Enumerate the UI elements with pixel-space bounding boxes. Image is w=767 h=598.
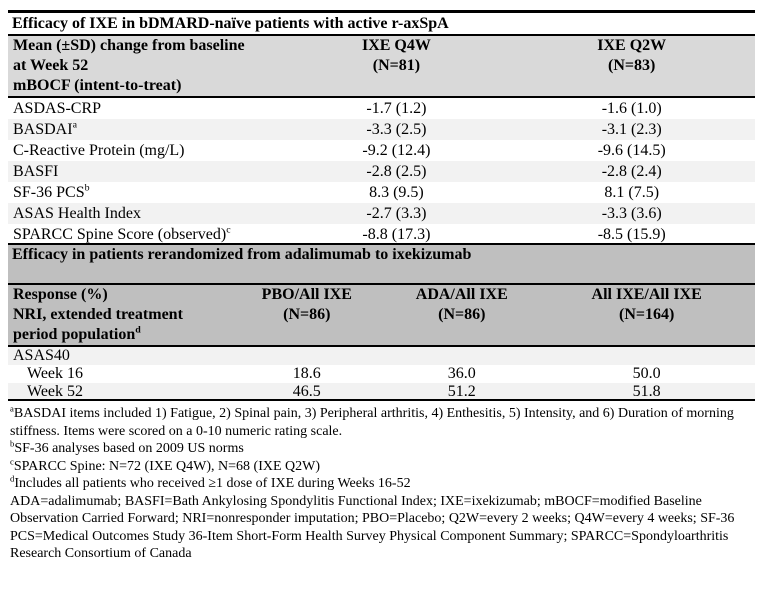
cell-q2w: 8.1 (7.5) [604, 184, 660, 201]
cell-q4w: -8.8 (17.3) [362, 226, 431, 243]
section1-title-row: Efficacy of IXE in bDMARD-naïve patients… [8, 13, 755, 36]
column-header-line: IXE Q4W [361, 37, 431, 54]
cell-ada: 36.0 [447, 365, 476, 382]
header-label-line: period populationd [13, 325, 228, 345]
row-label: Week 52 [27, 383, 84, 400]
cell-q4w: 8.3 (9.5) [369, 184, 424, 201]
header-label-line: Mean (±SD) change from baseline [13, 37, 245, 54]
section2-title: Efficacy in patients rerandomized from a… [12, 246, 472, 263]
row-label: Week 16 [27, 365, 84, 382]
row-label-text: ASAS Health Index [13, 205, 141, 222]
section1-header-col-q4w: IXE Q4W (N=81) [284, 36, 508, 96]
cell-q2w: -8.5 (15.9) [597, 226, 666, 243]
cell-q2w: -9.6 (14.5) [597, 142, 666, 159]
row-label: ASAS Health Index [8, 203, 284, 224]
table-row: BASFI -2.8 (2.5) -2.8 (2.4) [8, 161, 755, 182]
cell-q4w: -3.3 (2.5) [366, 121, 427, 138]
row-label: BASFI [8, 161, 284, 182]
row-label-text: C-Reactive Protein (mg/L) [13, 142, 185, 159]
cell-allixe: 50.0 [632, 365, 661, 382]
table-row: SF-36 PCSb 8.3 (9.5) 8.1 (7.5) [8, 182, 755, 203]
row-label-text: SPARCC Spine Score (observed) [13, 226, 227, 243]
section2-header-col-ada: ADA/All IXE (N=86) [385, 285, 538, 345]
cell-q4w: -2.7 (3.3) [366, 205, 427, 222]
cell-q2w: -1.6 (1.0) [601, 100, 662, 117]
footnote: dIncludes all patients who received ≥1 d… [10, 473, 749, 493]
footnote: aBASDAI items included 1) Fatigue, 2) Sp… [10, 403, 749, 440]
row-label-text: SF-36 PCS [13, 184, 85, 201]
header-label-line: at Week 52 [13, 57, 89, 74]
table-row: Week 16 18.6 36.0 50.0 [8, 365, 755, 383]
document-page: Efficacy of IXE in bDMARD-naïve patients… [8, 10, 755, 563]
footnote-marker: a [72, 119, 77, 131]
header-label-line: NRI, extended treatment [13, 306, 183, 323]
column-header-line: IXE Q2W [597, 37, 667, 54]
header-label-line: Response (%) [13, 286, 108, 303]
footnote-marker: a [10, 403, 14, 414]
footnote-marker: d [135, 324, 141, 336]
cell-q4w: -2.8 (2.5) [366, 163, 427, 180]
column-header-line: (N=83) [608, 57, 656, 74]
footnote: cSPARCC Spine: N=72 (IXE Q4W), N=68 (IXE… [10, 455, 749, 476]
row-label: C-Reactive Protein (mg/L) [8, 140, 284, 161]
row-label-text: ASDAS-CRP [13, 100, 102, 117]
cell-q2w: -3.3 (3.6) [601, 205, 662, 222]
abbreviations-note: ADA=adalimumab; BASFI=Bath Ankylosing Sp… [10, 493, 749, 563]
footnote-text: SF-36 analyses based on 2009 US norms [14, 441, 244, 456]
cell-q4w: -9.2 (12.4) [362, 142, 431, 159]
footnote-text: BASDAI items included 1) Fatigue, 2) Spi… [10, 406, 734, 439]
footnote: bSF-36 analyses based on 2009 US norms [10, 438, 749, 458]
row-label: ASDAS-CRP [8, 98, 284, 119]
column-header-line: (N=164) [618, 306, 675, 323]
cell-pbo: 46.5 [292, 383, 321, 400]
footnote-text: ADA=adalimumab; BASFI=Bath Ankylosing Sp… [10, 493, 735, 562]
table-row: Week 52 46.5 51.2 51.8 [8, 383, 755, 401]
column-header-line: ADA/All IXE [415, 286, 508, 303]
row-label-text: BASFI [13, 163, 59, 180]
footnote-marker: c [226, 224, 231, 236]
footnote-marker: d [10, 473, 15, 484]
cell-q2w: -2.8 (2.4) [601, 163, 662, 180]
cell-pbo: 18.6 [292, 365, 321, 382]
cell-allixe: 51.8 [632, 383, 661, 400]
efficacy-table: Efficacy of IXE in bDMARD-naïve patients… [8, 10, 755, 401]
footnote-marker: c [10, 455, 14, 466]
header-label-line: mBOCF (intent-to-treat) [13, 77, 182, 94]
table-row: C-Reactive Protein (mg/L) -9.2 (12.4) -9… [8, 140, 755, 161]
table-row: ASDAS-CRP -1.7 (1.2) -1.6 (1.0) [8, 98, 755, 119]
footnote-marker: b [84, 182, 90, 194]
header-label-text: period population [13, 326, 136, 343]
column-header-line: (N=86) [283, 306, 331, 323]
table-row: ASAS Health Index -2.7 (3.3) -3.3 (3.6) [8, 203, 755, 224]
row-label: SF-36 PCSb [8, 182, 284, 203]
section1-header-row: Mean (±SD) change from baseline at Week … [8, 36, 755, 98]
section2-header-col-allixe: All IXE/All IXE (N=164) [538, 285, 755, 345]
section2-header-col-pbo: PBO/All IXE (N=86) [228, 285, 385, 345]
section2-title-row: Efficacy in patients rerandomized from a… [8, 245, 755, 285]
group-row-asas40: ASAS40 [8, 347, 755, 365]
row-label: SPARCC Spine Score (observed)c [8, 224, 284, 243]
section1-header-label: Mean (±SD) change from baseline at Week … [8, 36, 284, 96]
row-label: BASDAIa [8, 119, 284, 140]
table-row: SPARCC Spine Score (observed)c -8.8 (17.… [8, 224, 755, 245]
section1-title: Efficacy of IXE in bDMARD-naïve patients… [12, 15, 449, 32]
column-header-line: (N=86) [438, 306, 486, 323]
section1-header-col-q2w: IXE Q2W (N=83) [508, 36, 755, 96]
section2-header-label: Response (%) NRI, extended treatment per… [8, 285, 228, 345]
footnotes-block: aBASDAI items included 1) Fatigue, 2) Sp… [8, 401, 755, 563]
table-row: BASDAIa -3.3 (2.5) -3.1 (2.3) [8, 119, 755, 140]
cell-q4w: -1.7 (1.2) [366, 100, 427, 117]
footnote-text: Includes all patients who received ≥1 do… [14, 476, 411, 491]
column-header-line: All IXE/All IXE [591, 286, 702, 303]
column-header-line: PBO/All IXE [261, 286, 352, 303]
column-header-line: (N=81) [372, 57, 421, 74]
cell-ada: 51.2 [447, 383, 476, 400]
footnote-text: SPARCC Spine: N=72 (IXE Q4W), N=68 (IXE … [13, 458, 321, 474]
group-label: ASAS40 [13, 347, 70, 364]
section2-header-row: Response (%) NRI, extended treatment per… [8, 285, 755, 347]
footnote-marker: b [10, 438, 15, 449]
cell-q2w: -3.1 (2.3) [601, 121, 662, 138]
row-label-text: BASDAI [13, 121, 73, 138]
